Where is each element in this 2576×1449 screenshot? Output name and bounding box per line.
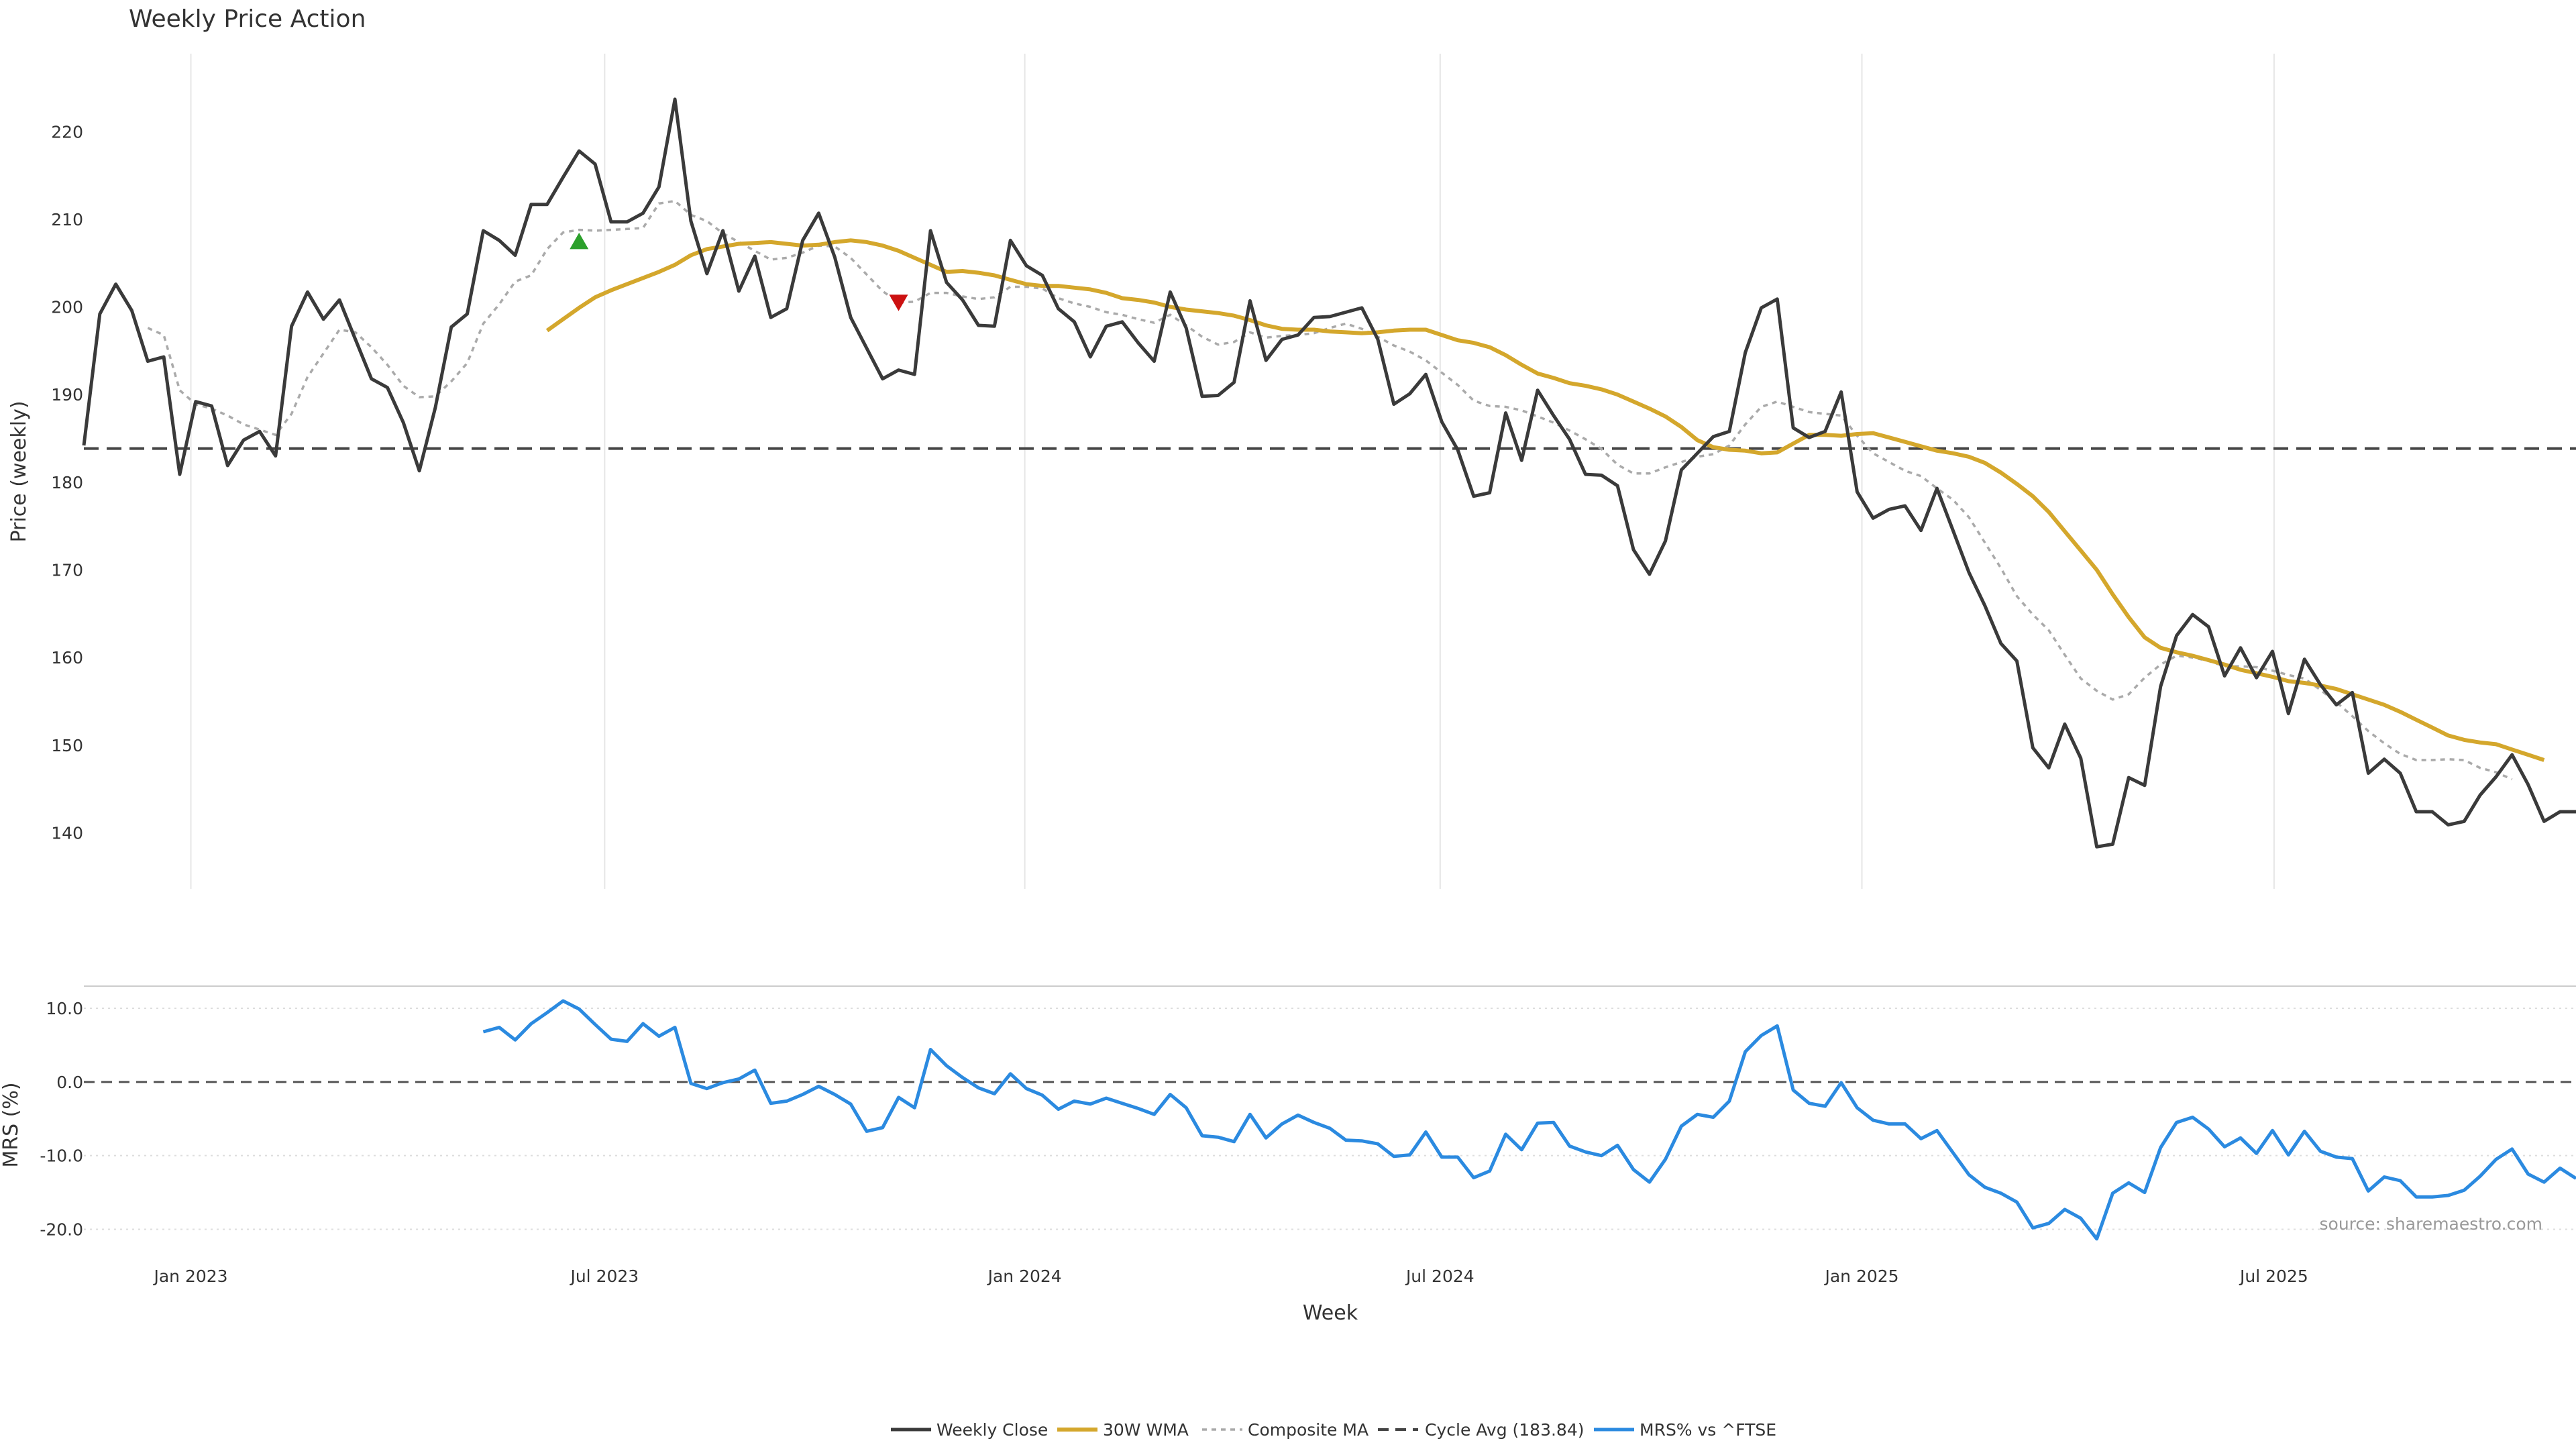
x-tick-label: Jul 2023 [569,1267,639,1286]
buy-signal-marker [570,232,589,250]
x-tick-label: Jan 2024 [987,1267,1062,1286]
x-tick-label: Jan 2023 [152,1267,227,1286]
mrs-y-axis-label: MRS (%) [0,1082,23,1167]
price-y-tick-label: 170 [51,560,83,580]
price-y-tick-label: 160 [51,648,83,667]
legend-label-mrs: MRS% vs ^FTSE [1640,1420,1776,1440]
price-panel: 140 150 160 170 180 190 200 210 220 Price (weekl… [7,54,2576,889]
price-y-tick-label: 200 [51,298,83,317]
x-axis-label: Week [1303,1301,1358,1325]
legend-label-composite-ma: Composite MA [1248,1420,1368,1440]
legend: Weekly Close 30W WMA Composite MA Cycle … [891,1420,1776,1440]
x-tick-label: Jan 2025 [1823,1267,1898,1286]
mrs-y-tick-label: -20.0 [40,1220,83,1240]
price-y-tick-label: 150 [51,736,83,755]
mrs-y-ticks: 10.0 0.0 -10.0 -20.0 [40,999,2576,1240]
x-axis-ticks: Jan 2023 Jul 2023 Jan 2024 Jul 2024 Jan 2025… [152,1267,2308,1286]
legend-label-weekly-close: Weekly Close [936,1420,1048,1440]
mrs-series [482,999,2576,1241]
legend-label-cycle-avg: Cycle Avg (183.84) [1425,1420,1585,1440]
chart-title: Weekly Price Action [129,5,366,33]
price-y-axis-label: Price (weekly) [7,400,31,542]
price-y-tick-label: 220 [51,122,83,142]
x-tick-label: Jul 2025 [2239,1267,2308,1286]
legend-label-30w-wma: 30W WMA [1103,1420,1189,1440]
wma-30w-series [545,238,2545,762]
price-y-tick-label: 180 [51,473,83,492]
price-y-tick-label: 140 [51,823,83,843]
mrs-y-tick-label: -10.0 [40,1146,83,1166]
signal-markers [570,232,908,311]
mrs-y-tick-label: 10.0 [46,999,83,1018]
mrs-y-tick-label: 0.0 [56,1073,83,1092]
weekly-close-series [82,97,2576,849]
source-note: source: sharemaestro.com [2320,1214,2543,1234]
sell-signal-marker [889,294,908,311]
price-y-ticks: 140 150 160 170 180 190 200 210 220 [51,122,83,843]
mrs-panel: 10.0 0.0 -10.0 -20.0 MRS (%) source: sharem… [0,985,2576,1241]
x-tick-label: Jul 2024 [1405,1267,1474,1286]
price-y-tick-label: 210 [51,210,83,229]
price-y-tick-label: 190 [51,385,83,405]
